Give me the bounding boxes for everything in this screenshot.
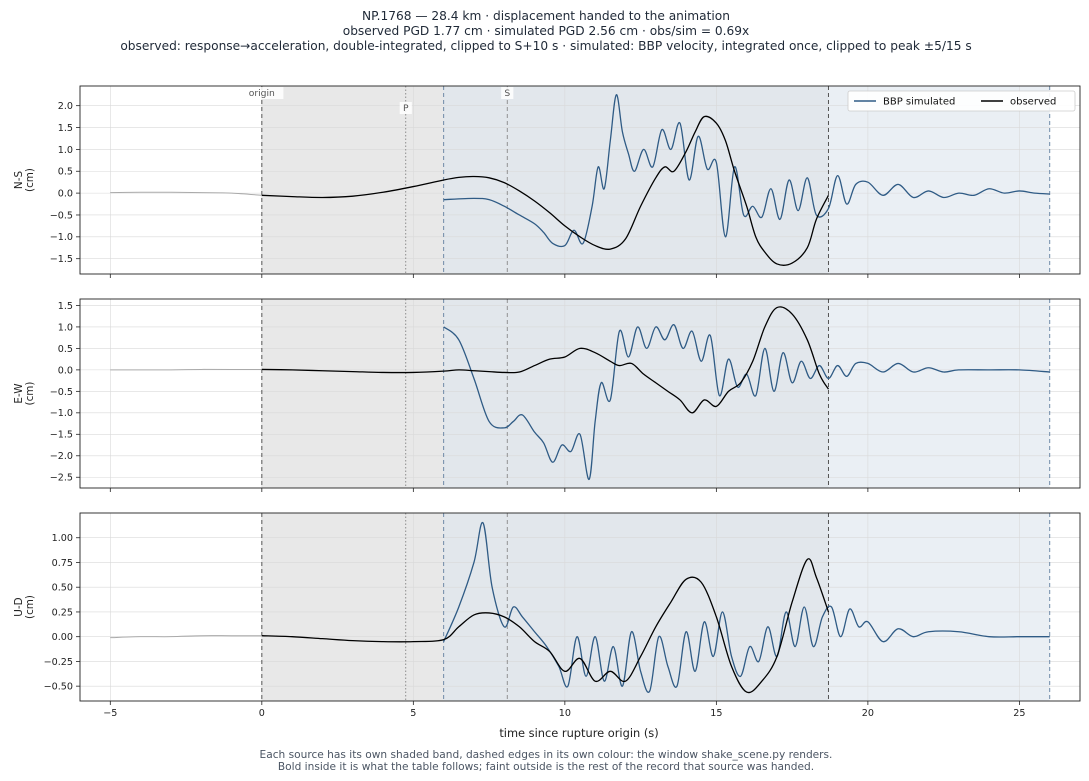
y-tick-label: −0.50: [44, 682, 73, 693]
series-group: [110, 94, 1050, 266]
panel-1: −1.5 −1.0 −0.5 0.0 0.5 1.0 1.5 2.0 N-S (cm) origin…: [13, 85, 1081, 278]
panel-2: −2.5 −2.0 −1.5 −1.0 −0.5 0.0 0.5 1.0 1.5 E-W (cm): [13, 298, 1081, 492]
y-tick-label: 0.00: [52, 632, 73, 643]
panel-3: −0.50 −0.25 0.00 0.25 0.50 0.75 1.00 −5 0 5 10 15 20…: [13, 512, 1081, 719]
marker-label-bg: [240, 87, 284, 99]
y-tick-label: −2.0: [50, 451, 73, 462]
y-tick-label: 1.5: [58, 301, 73, 312]
y-tick-label: 1.0: [58, 145, 73, 156]
series-group: [110, 306, 1050, 481]
x-tick-label: 15: [710, 708, 722, 719]
simulated-window-band: [443, 513, 1050, 701]
x-tick-label: 0: [259, 708, 265, 719]
simulated-series-line: [443, 522, 1050, 693]
marker-label-p: P: [403, 103, 409, 114]
y-tick-label: −1.0: [50, 232, 73, 243]
x-tick-label: 5: [410, 708, 416, 719]
x-tick-label: 25: [1013, 708, 1025, 719]
observed-series-line: [261, 115, 830, 266]
simulated-window-band: [443, 86, 1050, 274]
y-tick-label: −0.5: [50, 210, 73, 221]
marker-label-bg: [399, 102, 412, 114]
observed-series-line: [261, 558, 830, 694]
observed-series-line: [261, 306, 830, 414]
y-tick-label: −0.5: [50, 387, 73, 398]
title-line-2: observed PGD 1.77 cm · simulated PGD 2.5…: [343, 24, 750, 38]
series-group: [110, 522, 1050, 694]
marker-label-origin: origin: [249, 88, 275, 99]
y-tick-label: −1.5: [50, 254, 73, 265]
y-tick-label: 1.5: [58, 123, 73, 134]
y-tick-label: 2.0: [58, 101, 73, 112]
y-tick-label: 0.0: [58, 365, 73, 376]
x-tick-label: 20: [862, 708, 874, 719]
y-axis-label: E-W: [13, 383, 25, 403]
panel-frame: [79, 512, 1081, 702]
y-tick-label: 0.25: [52, 607, 73, 618]
y-tick-label: 0.50: [52, 583, 73, 594]
y-axis-label: (cm): [24, 595, 36, 619]
footer-line-1: Each source has its own shaded band, das…: [260, 749, 833, 761]
y-tick-label: −0.25: [44, 657, 73, 668]
observed-series-faint: [110, 635, 262, 639]
panels: −1.5−1.0−0.50.00.51.01.52.0N-S (cm)origin…: [13, 85, 1081, 719]
legend-label-observed: observed: [1010, 97, 1056, 108]
simulated-series-line: [443, 94, 1050, 248]
title-line-3: observed: response→acceleration, double-…: [120, 39, 971, 53]
y-tick-label: 0.5: [58, 167, 73, 178]
y-tick-label: 0.5: [58, 344, 73, 355]
marker-label-s: S: [504, 88, 510, 99]
y-tick-label: −1.0: [50, 408, 73, 419]
y-tick-label: −2.5: [50, 473, 73, 484]
panel-frame: [79, 85, 1081, 275]
footer-line-2: Bold inside it is what the table follows…: [278, 761, 814, 773]
y-axis-label: (cm): [24, 382, 36, 406]
y-tick-label: 1.00: [52, 533, 73, 544]
y-tick-label: −1.5: [50, 430, 73, 441]
marker-label-bg: [501, 87, 514, 99]
y-tick-label: 1.0: [58, 322, 73, 333]
legend-box: [847, 90, 1076, 112]
y-axis-label: U-D: [13, 597, 25, 616]
observed-series-faint: [110, 191, 262, 196]
x-axis-label: time since rupture origin (s): [499, 726, 658, 740]
simulated-window-band: [443, 299, 1050, 488]
y-axis-label: (cm): [24, 168, 36, 192]
panel-frame: [79, 298, 1081, 489]
simulated-series-line: [443, 324, 1050, 481]
x-tick-label: 10: [559, 708, 571, 719]
title-line-1: NP.1768 — 28.4 km · displacement handed …: [362, 9, 730, 23]
y-tick-label: 0.75: [52, 558, 73, 569]
legend-label-simulated: BBP simulated: [883, 97, 955, 108]
y-axis-label: N-S: [13, 171, 25, 190]
x-tick-label: −5: [103, 708, 117, 719]
y-tick-label: 0.0: [58, 189, 73, 200]
legend: BBP simulated observed: [847, 90, 1076, 112]
